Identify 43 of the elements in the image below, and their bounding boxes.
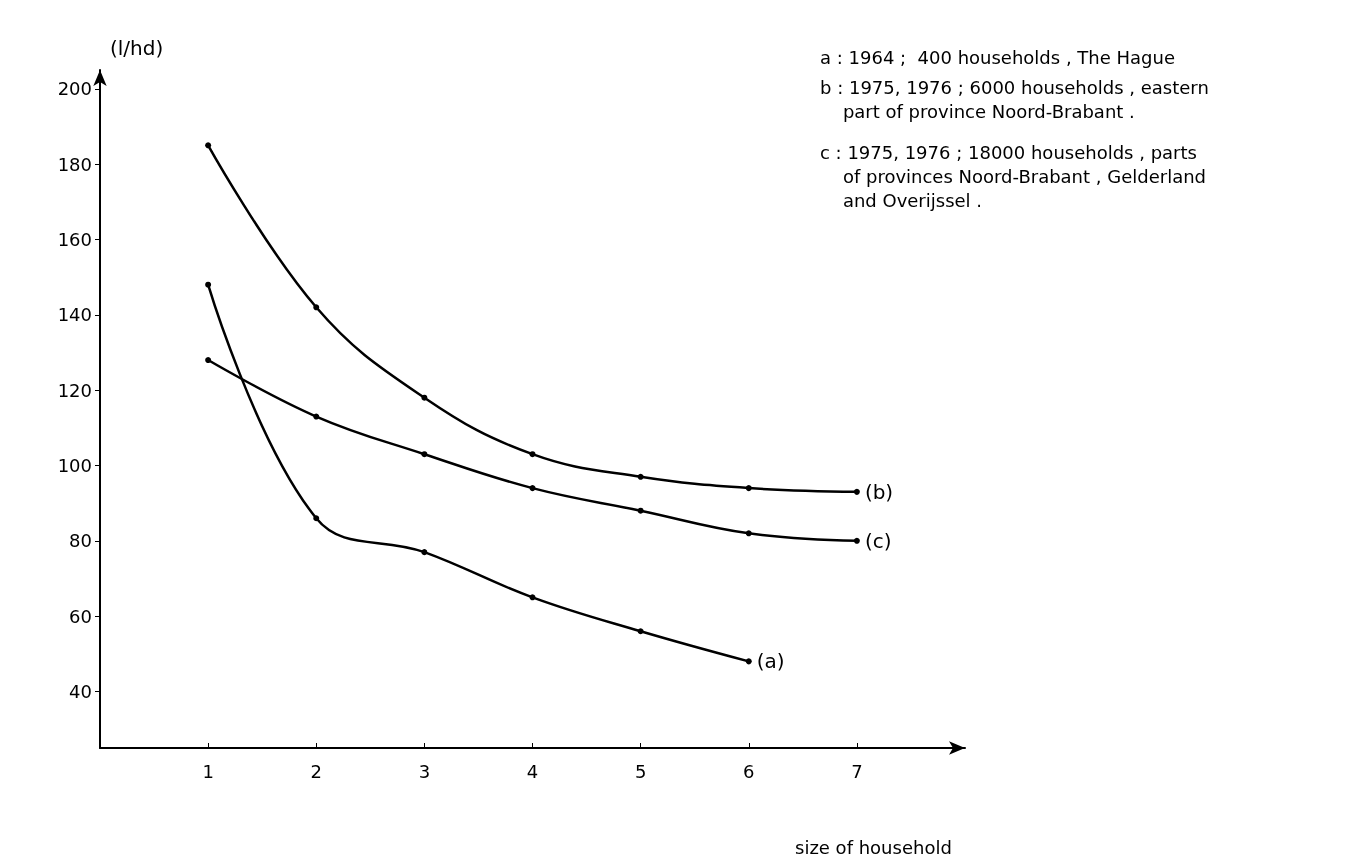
y-tick-label: 120 xyxy=(57,379,92,401)
point xyxy=(853,488,860,495)
point xyxy=(205,357,212,364)
y-tick-label: 80 xyxy=(69,530,92,552)
y-tick-label: 140 xyxy=(57,304,92,326)
x-tick-label: 7 xyxy=(851,760,863,782)
point xyxy=(421,451,428,458)
x-tick-label: 6 xyxy=(743,760,755,782)
annotation: b : 1975, 1976 ; 6000 households , eastern part of province Noord-Brabant . xyxy=(820,76,1209,122)
point xyxy=(529,451,536,458)
point xyxy=(745,658,752,665)
point xyxy=(637,473,644,480)
x-tick-label: 4 xyxy=(526,760,539,782)
series-label: (a) xyxy=(756,649,785,674)
series-label: (c) xyxy=(864,528,892,553)
y-tick-label: 100 xyxy=(57,455,92,476)
series-label: (b) xyxy=(864,479,894,504)
point xyxy=(853,537,860,544)
x-axis-title: size of household xyxy=(795,836,952,856)
annotation: c : 1975, 1976 ; 18000 households , parts of provinces Noord-Brabant , Gelderland and Overijssel . xyxy=(820,141,1207,211)
x-tick-label: 3 xyxy=(418,760,431,782)
point xyxy=(745,530,752,537)
point xyxy=(313,515,320,522)
point xyxy=(421,394,428,401)
x-tick-label: 5 xyxy=(634,760,647,782)
point xyxy=(313,304,320,311)
point xyxy=(421,549,428,556)
y-tick-label: 180 xyxy=(57,153,92,175)
y-tick-label: 200 xyxy=(57,78,92,100)
y-tick-label: 160 xyxy=(57,229,92,250)
point xyxy=(313,413,320,420)
y-tick-label: 60 xyxy=(69,605,92,627)
x-tick-label: 2 xyxy=(310,760,322,782)
text: a : 1964 ; 400 households , The Hague xyxy=(820,46,1175,68)
point xyxy=(205,142,212,149)
y-tick-label: 40 xyxy=(69,681,92,702)
x-tick-label: 1 xyxy=(202,760,214,782)
point xyxy=(637,628,644,635)
point xyxy=(745,485,752,492)
y-axis-title: (l/hd) xyxy=(110,36,164,60)
point xyxy=(529,485,536,492)
point xyxy=(637,507,644,514)
point xyxy=(205,281,212,288)
